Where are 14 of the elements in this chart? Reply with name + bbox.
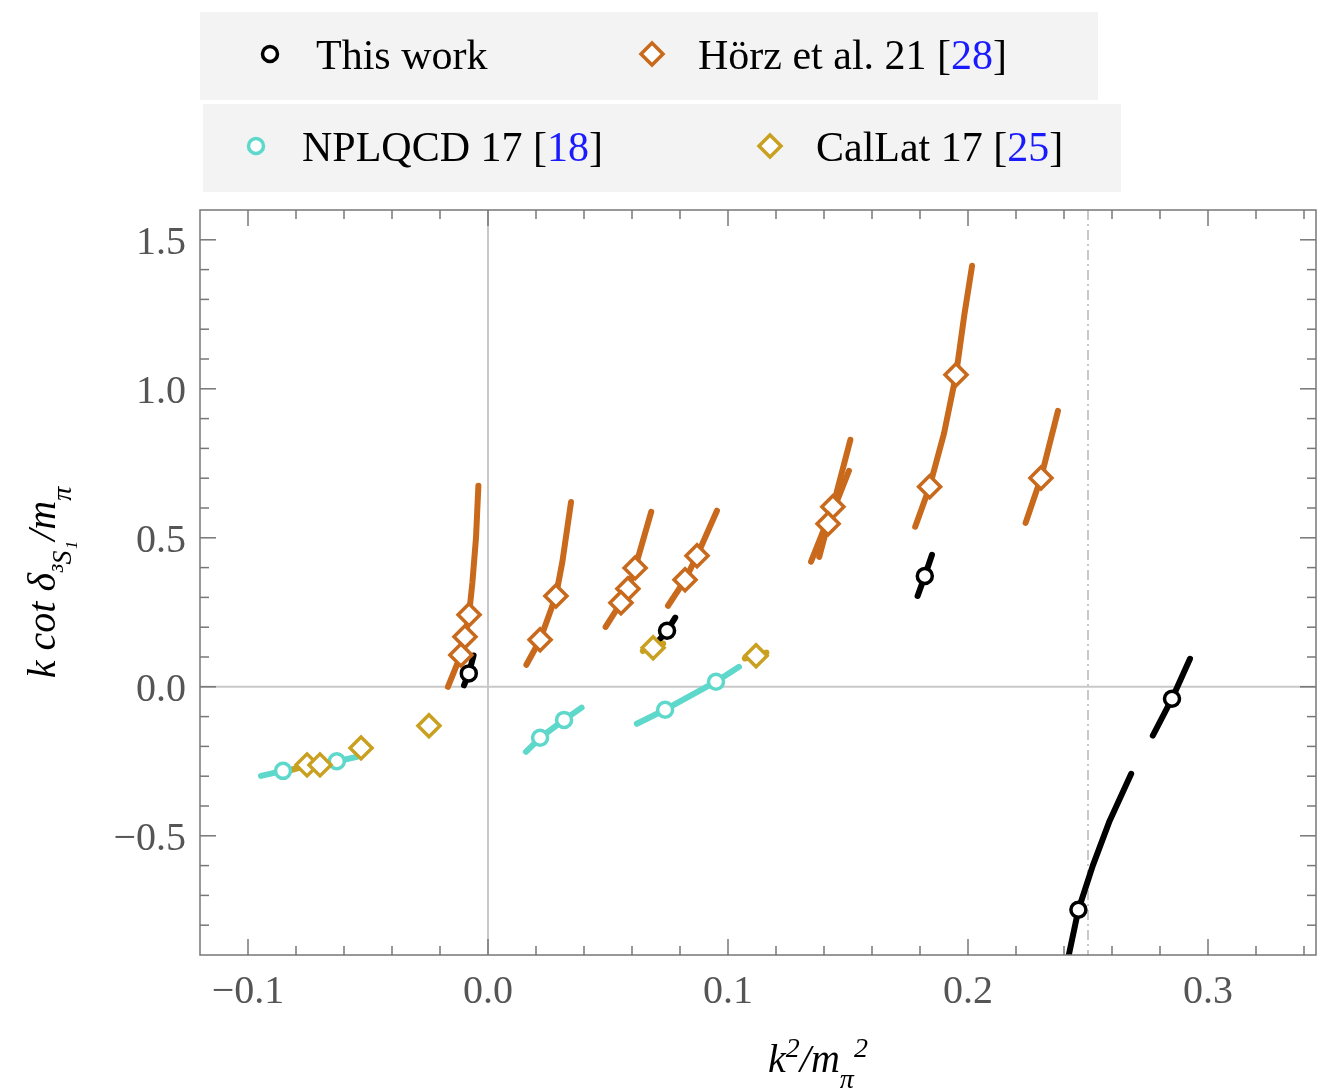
legend-label: CalLat 17 [25] xyxy=(816,124,1064,170)
legend-label: Hörz et al. 21 [28] xyxy=(698,32,1008,78)
x-tick-label: 0.0 xyxy=(463,967,513,1012)
y-tick-label: 1.0 xyxy=(136,366,186,412)
y-tick-label: −0.5 xyxy=(113,813,186,859)
y-tick-label: 0.0 xyxy=(136,664,186,710)
legend-label: This work xyxy=(316,32,488,78)
y-tick-label: 1.5 xyxy=(136,217,186,263)
legend-label: NPLQCD 17 [18] xyxy=(302,124,604,170)
x-tick-label: 0.2 xyxy=(943,967,993,1012)
y-tick-label: 0.5 xyxy=(136,515,186,561)
x-tick-label: 0.1 xyxy=(703,967,753,1012)
x-tick-label: 0.3 xyxy=(1183,967,1233,1012)
x-tick-label: −0.1 xyxy=(211,967,285,1012)
